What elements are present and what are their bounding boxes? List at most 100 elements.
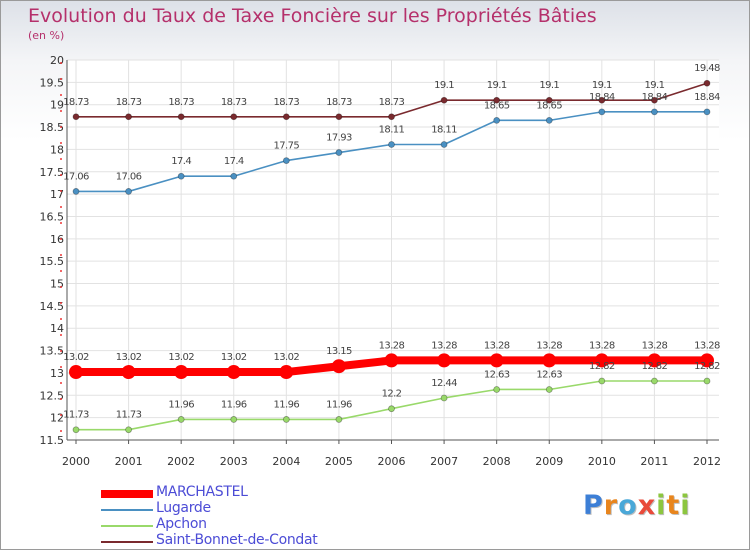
data-point-lugarde	[493, 116, 501, 124]
data-point-marchastel	[700, 353, 714, 368]
data-label-lugarde: 17.93	[326, 133, 352, 144]
data-point-saint-bonnet-de-condat	[440, 96, 448, 104]
data-label-saint-bonnet-de-condat: 18.73	[274, 97, 300, 108]
data-point-apchon	[598, 377, 606, 385]
x-tick-label: 2009	[535, 455, 563, 468]
data-label-saint-bonnet-de-condat: 18.73	[63, 97, 89, 108]
data-point-lugarde	[703, 108, 711, 116]
x-tick-label: 2008	[483, 455, 511, 468]
x-tick-label: 2012	[693, 455, 721, 468]
data-point-apchon	[282, 416, 290, 423]
y-tick-label: 14.5	[40, 300, 65, 313]
data-label-saint-bonnet-de-condat: 19.1	[592, 80, 612, 91]
data-point-saint-bonnet-de-condat	[703, 79, 711, 87]
data-label-marchastel: 13.28	[589, 340, 615, 351]
data-point-apchon	[230, 416, 238, 423]
data-label-saint-bonnet-de-condat: 18.73	[221, 97, 247, 108]
y-tick-label: 13	[50, 367, 64, 380]
data-point-marchastel	[174, 365, 189, 380]
data-point-marchastel	[489, 353, 504, 368]
data-point-saint-bonnet-de-condat	[72, 113, 80, 121]
x-tick-label: 2004	[272, 455, 300, 468]
data-point-saint-bonnet-de-condat	[493, 96, 501, 104]
y-tick-label: 16.5	[40, 210, 65, 223]
plot-area	[67, 60, 719, 440]
data-label-lugarde: 17.75	[274, 141, 300, 152]
chart-title: Evolution du Taux de Taxe Foncière sur l…	[28, 5, 597, 27]
data-label-apchon: 11.96	[168, 399, 194, 410]
data-point-lugarde	[230, 172, 238, 180]
data-point-apchon	[177, 416, 185, 423]
x-tick-label: 2000	[62, 455, 90, 468]
data-label-apchon: 11.96	[274, 399, 300, 410]
data-label-apchon: 12.82	[589, 361, 615, 372]
legend-swatch	[101, 541, 153, 543]
data-label-marchastel: 13.28	[379, 340, 405, 351]
data-point-marchastel	[647, 353, 662, 368]
data-point-marchastel	[279, 365, 294, 380]
legend-label: Saint-Bonnet-de-Condat	[156, 532, 318, 548]
y-tick-label: 14	[50, 322, 64, 335]
data-label-marchastel: 13.02	[221, 352, 247, 363]
data-point-marchastel	[121, 365, 136, 380]
data-label-apchon: 12.44	[431, 378, 457, 389]
data-point-lugarde	[545, 116, 553, 124]
data-point-saint-bonnet-de-condat	[598, 96, 606, 104]
legend-swatch	[101, 525, 153, 527]
data-point-apchon	[440, 394, 448, 402]
data-label-marchastel: 13.15	[326, 346, 352, 357]
data-point-apchon	[388, 405, 395, 413]
data-label-marchastel: 13.28	[431, 340, 457, 351]
data-label-lugarde: 18.65	[536, 100, 562, 111]
data-label-marchastel: 13.02	[168, 352, 194, 363]
data-point-marchastel	[226, 365, 241, 380]
data-label-saint-bonnet-de-condat: 18.73	[326, 97, 352, 108]
data-label-apchon: 12.82	[642, 361, 668, 372]
data-point-lugarde	[177, 172, 185, 180]
logo-letter: i	[656, 490, 667, 521]
data-label-saint-bonnet-de-condat: 19.1	[644, 80, 664, 91]
y-tick-label: 12.5	[40, 389, 65, 402]
data-point-apchon	[651, 377, 658, 385]
logo-letter: t	[666, 490, 681, 521]
data-label-marchastel: 13.02	[116, 352, 142, 363]
data-label-apchon: 11.96	[221, 399, 247, 410]
data-label-marchastel: 13.28	[484, 340, 510, 351]
legend-swatch	[101, 509, 153, 511]
data-point-apchon	[335, 416, 343, 423]
data-point-marchastel	[384, 353, 399, 368]
legend-label: MARCHASTEL	[156, 484, 248, 500]
data-point-saint-bonnet-de-condat	[335, 113, 343, 121]
data-label-apchon: 12.63	[536, 369, 562, 380]
legend-label: Lugarde	[156, 500, 211, 516]
y-tick-label: 19.5	[40, 76, 65, 89]
y-tick-label: 18.5	[40, 121, 65, 134]
data-point-apchon	[125, 426, 132, 434]
data-point-apchon	[72, 426, 80, 434]
y-tick-label: 15	[50, 278, 64, 291]
data-label-apchon: 11.73	[63, 410, 89, 421]
data-point-lugarde	[598, 108, 606, 116]
data-point-saint-bonnet-de-condat	[230, 113, 238, 121]
data-point-lugarde	[282, 157, 290, 164]
data-label-lugarde: 18.65	[484, 100, 510, 111]
proxiti-logo: Proxiti	[583, 490, 691, 521]
data-label-lugarde: 18.84	[694, 92, 720, 103]
y-tick-label: 17.5	[40, 166, 65, 179]
data-label-marchastel: 13.28	[642, 340, 668, 351]
data-label-saint-bonnet-de-condat: 19.1	[487, 80, 507, 91]
logo-letter: o	[618, 490, 638, 521]
data-point-saint-bonnet-de-condat	[651, 96, 658, 104]
logo-letter: P	[583, 490, 604, 521]
data-point-lugarde	[388, 141, 395, 148]
data-point-saint-bonnet-de-condat	[125, 113, 132, 121]
data-label-saint-bonnet-de-condat: 19.1	[434, 80, 454, 91]
data-label-saint-bonnet-de-condat: 18.73	[379, 97, 405, 108]
data-label-saint-bonnet-de-condat: 19.1	[539, 80, 559, 91]
data-point-saint-bonnet-de-condat	[177, 113, 185, 121]
y-tick-label: 11.5	[40, 434, 65, 447]
data-point-lugarde	[440, 141, 448, 148]
data-label-apchon: 11.73	[116, 410, 142, 421]
